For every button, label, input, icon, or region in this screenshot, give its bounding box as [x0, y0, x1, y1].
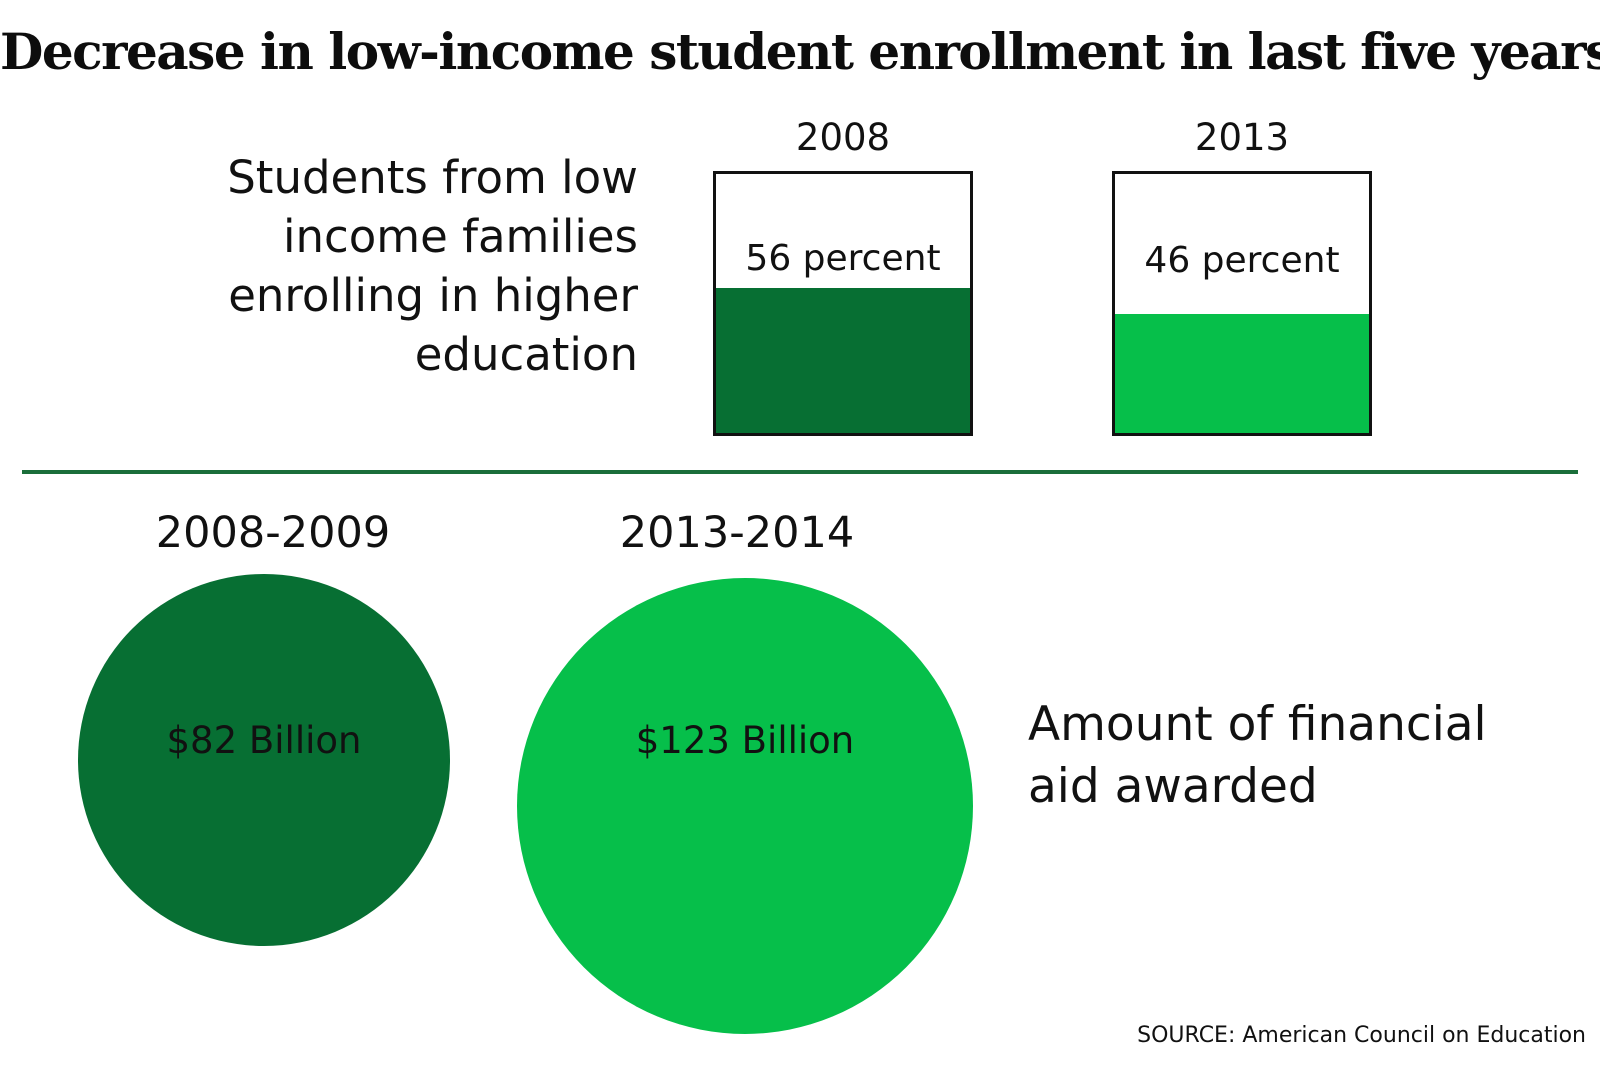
enrollment-label-line: income families — [282, 210, 638, 263]
financial-aid-label-line: Amount of financial — [1028, 697, 1487, 752]
enrollment-label-line: enrolling in higher — [228, 269, 638, 322]
section-divider — [22, 470, 1578, 474]
enrollment-label-line: Students from low — [227, 151, 638, 204]
enrollment-label: Students from low income families enroll… — [118, 148, 638, 384]
bar-fill-2008 — [716, 287, 970, 433]
financial-aid-label: Amount of financial aid awarded — [1028, 694, 1568, 818]
bar-fill-2013 — [1115, 313, 1369, 433]
bar-box-2008: 56 percent — [713, 171, 973, 436]
bar-value-label-2008: 56 percent — [745, 238, 941, 279]
period-label-2008-2009: 2008-2009 — [155, 508, 391, 558]
chart-title: Decrease in low-income student enrollmen… — [0, 22, 1600, 81]
bubble-2013-2014 — [517, 578, 973, 1034]
financial-aid-label-line: aid awarded — [1028, 759, 1318, 814]
bubble-value-label-2008-2009: $82 Billion — [166, 719, 362, 762]
enrollment-label-line: education — [414, 328, 638, 381]
bubble-2008-2009 — [77, 573, 451, 947]
bar-value-label-2013: 46 percent — [1144, 240, 1340, 281]
bar-year-label-2013: 2013 — [1194, 116, 1290, 159]
period-label-2013-2014: 2013-2014 — [619, 508, 855, 558]
source-note: SOURCE: American Council on Education — [1137, 1023, 1586, 1048]
bar-year-label-2008: 2008 — [795, 116, 891, 159]
bubble-value-label-2013-2014: $123 Billion — [635, 719, 855, 762]
bar-box-2013: 46 percent — [1112, 171, 1372, 436]
